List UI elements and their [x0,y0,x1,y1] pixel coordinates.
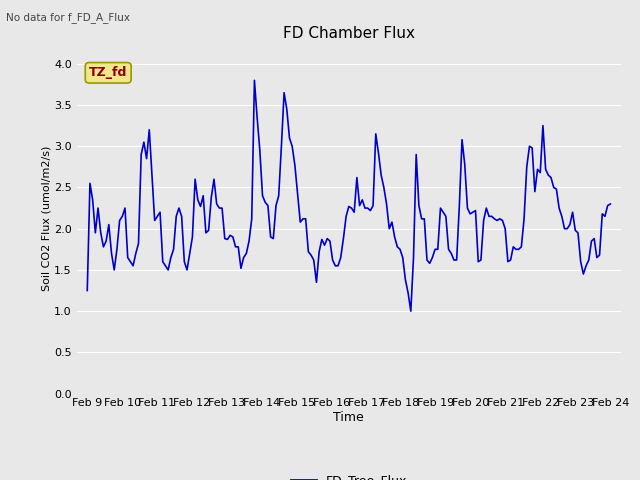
Text: TZ_fd: TZ_fd [89,66,127,79]
X-axis label: Time: Time [333,411,364,424]
Legend: FD_Tree_Flux: FD_Tree_Flux [285,469,412,480]
Title: FD Chamber Flux: FD Chamber Flux [283,25,415,41]
Y-axis label: Soil CO2 Flux (umol/m2/s): Soil CO2 Flux (umol/m2/s) [42,146,51,291]
Text: No data for f_FD_A_Flux: No data for f_FD_A_Flux [6,12,131,23]
